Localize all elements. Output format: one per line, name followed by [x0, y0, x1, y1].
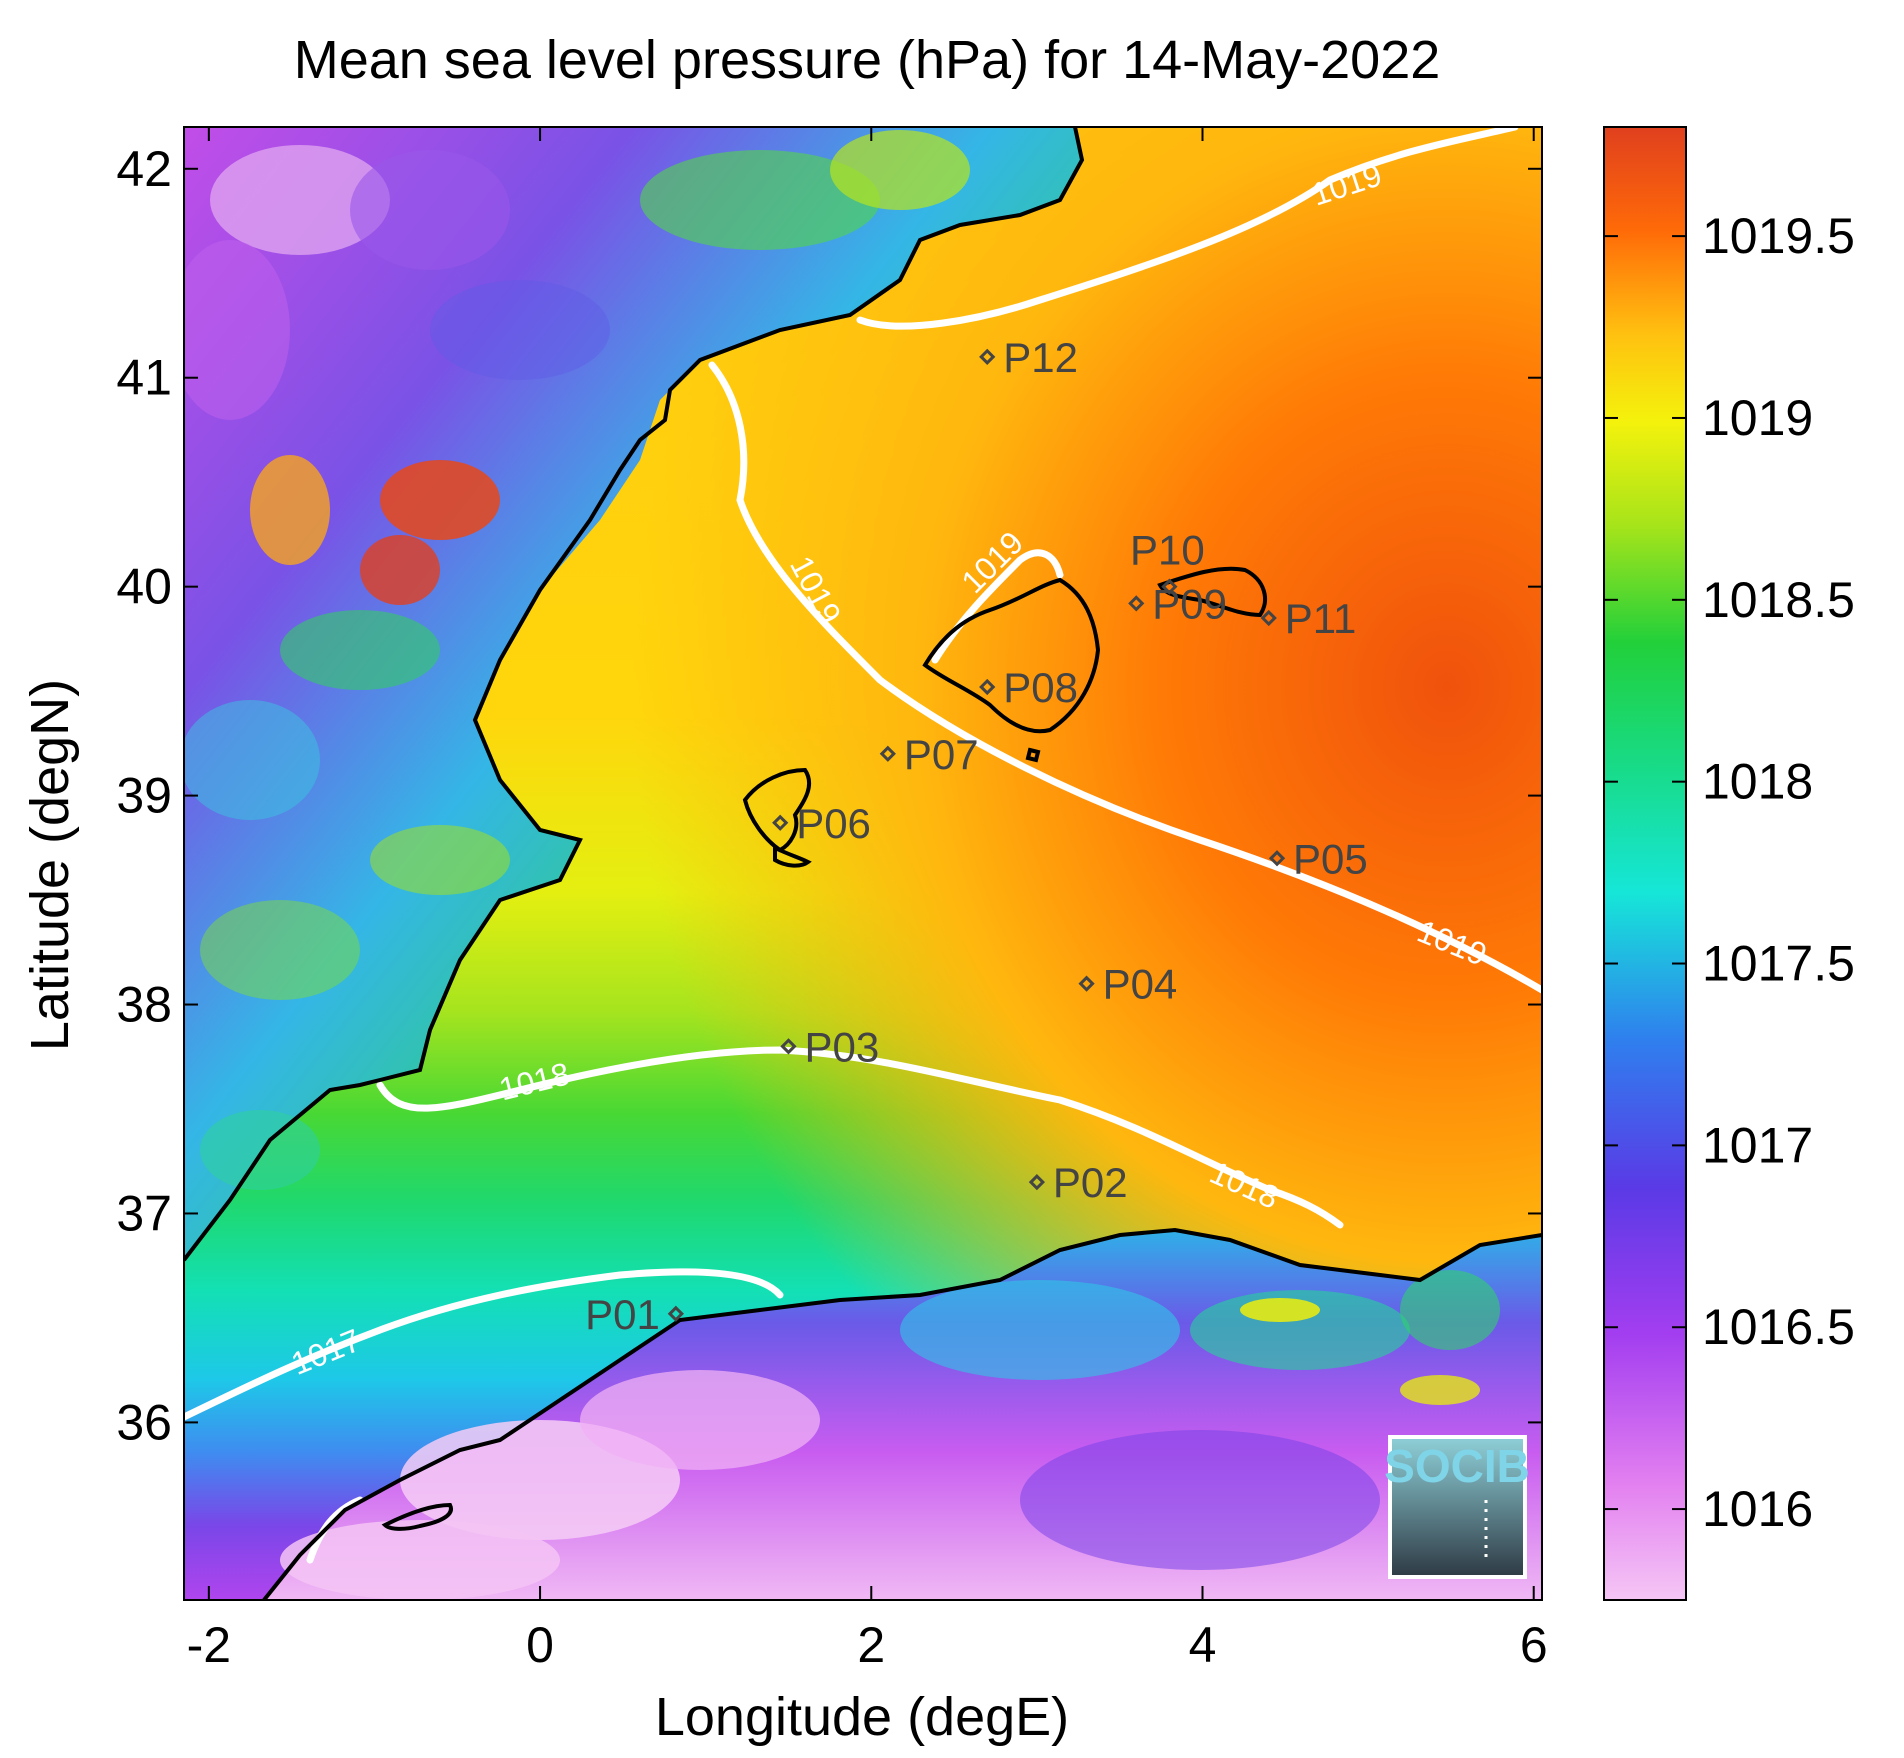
africa-texture — [280, 1270, 1500, 1600]
y-tick-label: 41 — [116, 350, 172, 406]
x-tick-label: 0 — [526, 1617, 554, 1673]
x-tick-label: -2 — [187, 1617, 231, 1673]
station-label: P04 — [1103, 961, 1178, 1008]
cabrera-coast — [1025, 747, 1041, 763]
map-area: 1019 1019 1019 1019 1018 1018 1017 P01P0… — [184, 127, 1542, 1600]
y-tick-label: 38 — [116, 977, 172, 1033]
x-tick-label: 6 — [1520, 1617, 1548, 1673]
station-label: P08 — [1003, 664, 1078, 711]
colorbar-tick-label: 1017 — [1702, 1117, 1813, 1173]
station-label: P06 — [796, 800, 871, 847]
station-marker — [1128, 595, 1145, 612]
station-label: P02 — [1053, 1159, 1128, 1206]
x-axis: -2 0 2 4 6 — [187, 127, 1548, 1673]
colorbar-tick-label: 1016.5 — [1702, 1299, 1855, 1355]
y-axis-label: Latitude (degN) — [20, 679, 80, 1051]
y-tick-label: 39 — [116, 768, 172, 824]
mallorca-coast — [922, 577, 1101, 734]
station-marker — [1078, 975, 1095, 992]
y-tick-label: 40 — [116, 559, 172, 615]
station-label: P03 — [804, 1023, 879, 1070]
station-marker — [879, 745, 896, 762]
y-axis: 36 37 38 39 40 41 42 — [116, 141, 1542, 1450]
station-marker — [1161, 578, 1178, 595]
x-axis-label: Longitude (degE) — [655, 1687, 1069, 1747]
socib-logo: SOCIB — [1384, 1435, 1530, 1579]
contour-1018 — [376, 1046, 1344, 1229]
station-marker — [979, 348, 996, 365]
formentera-coast — [773, 844, 812, 868]
x-tick-label: 4 — [1189, 1617, 1217, 1673]
chart-title: Mean sea level pressure (hPa) for 14-May… — [294, 30, 1441, 90]
colorbar-gradient — [1603, 126, 1687, 1601]
station-label: P07 — [904, 731, 979, 778]
contour-1019-main — [708, 361, 1542, 994]
contour-1019-north — [856, 127, 1519, 330]
coastlines — [184, 127, 1542, 1600]
contour-africa-small — [306, 1496, 364, 1564]
station-label: P12 — [1003, 334, 1078, 381]
colorbar-tick-label: 1019 — [1702, 390, 1813, 446]
station-marker — [979, 678, 996, 696]
colorbar-tick-label: 1016 — [1702, 1481, 1813, 1537]
x-tick-label: 2 — [857, 1617, 885, 1673]
station-marker — [1260, 609, 1277, 627]
socib-logo-text: SOCIB — [1384, 1440, 1530, 1492]
station-label: P10 — [1130, 527, 1205, 574]
colorbar-tick-label: 1018 — [1702, 754, 1813, 810]
station-marker — [772, 814, 789, 831]
iberia-texture — [184, 130, 970, 1190]
colorbar-tick-label: 1017.5 — [1702, 936, 1855, 992]
station-marker — [1268, 850, 1286, 867]
contour-1017 — [184, 1268, 784, 1421]
ibiza-coast — [742, 767, 812, 853]
y-tick-label: 42 — [116, 141, 172, 197]
station-marker — [1028, 1174, 1046, 1191]
station-label: P11 — [1285, 595, 1357, 642]
colorbar: 1016 1016.5 1017 1017.5 1018 1018.5 1019 1019.5 — [1603, 126, 1855, 1601]
station-label: P01 — [585, 1291, 660, 1338]
station-marker — [780, 1038, 797, 1055]
y-tick-label: 37 — [116, 1185, 172, 1241]
alboran-island-coast — [381, 1502, 453, 1531]
iberian-coast — [184, 127, 1085, 1262]
iberia-land — [184, 127, 1082, 1260]
y-tick-label: 36 — [116, 1394, 172, 1450]
map-frame — [183, 126, 1543, 1601]
station-label: P05 — [1293, 835, 1368, 882]
colorbar-ticks: 1016 1016.5 1017 1017.5 1018 1018.5 1019 1019.5 — [1604, 208, 1855, 1537]
colorbar-tick-label: 1018.5 — [1702, 572, 1855, 628]
station-marker — [667, 1305, 684, 1322]
african-coast — [262, 1227, 1542, 1600]
colorbar-tick-label: 1019.5 — [1702, 208, 1855, 264]
menorca-coast — [1157, 566, 1267, 618]
pressure-contours — [184, 127, 1542, 1564]
